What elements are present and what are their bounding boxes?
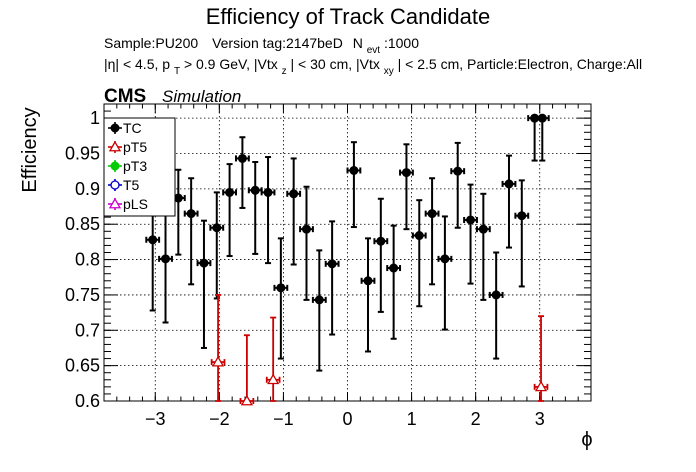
x-tick-label: −1	[273, 409, 294, 429]
TC-point	[427, 209, 437, 219]
subtitle-line-1: Sample:PU200 Version tag:2147beD N evt :…	[104, 35, 419, 56]
TC-point	[263, 187, 273, 197]
x-tick-label: −2	[209, 409, 230, 429]
TC-point	[212, 223, 222, 233]
y-tick-label: 1	[90, 108, 100, 128]
TC-point	[504, 179, 514, 189]
TC-point	[199, 258, 209, 268]
TC-point	[491, 290, 501, 300]
TC-point	[186, 209, 196, 219]
pT5-point	[211, 355, 225, 367]
subtitle-nevt-sub: evt	[367, 45, 381, 56]
TC-point	[389, 263, 399, 273]
y-tick-label: 0.8	[75, 250, 100, 270]
y-tick-label: 0.75	[65, 285, 100, 305]
TC-point	[289, 189, 299, 199]
TC-point	[466, 215, 476, 225]
y-tick-label: 0.9	[75, 179, 100, 199]
TC-point	[376, 236, 386, 246]
gridlines	[104, 104, 591, 402]
TC-point	[440, 254, 450, 264]
simulation-label: Simulation	[162, 87, 241, 106]
cut-particle-charge: | < 2.5 cm, Particle:Electron, Charge:Al…	[398, 56, 642, 72]
legend-entry-TC: TC	[108, 120, 142, 136]
TC-point	[237, 153, 247, 163]
TC-point	[349, 165, 359, 175]
chart-title: Efficiency of Track Candidate	[206, 4, 491, 29]
TC-point	[225, 187, 235, 197]
legend-entry-T5: T5	[108, 177, 140, 193]
legend-label: pLS	[123, 196, 148, 212]
legend-marker	[108, 140, 122, 152]
cut-vtxz-sub: z	[282, 66, 287, 77]
cut-vtxxy-sub: xy	[384, 66, 394, 77]
x-tick-label: 2	[471, 409, 481, 429]
y-axis-label: Efficiency	[19, 107, 41, 192]
TC-point	[453, 166, 463, 176]
legend: TC pT5 pT3 T5 pLS	[103, 117, 176, 217]
TC-point	[276, 283, 286, 293]
y-tick-label: 0.7	[75, 320, 100, 340]
legend-label: pT3	[123, 158, 147, 174]
cut-vtxxy: | < 30 cm, |Vtx	[291, 56, 380, 72]
x-tick-labels: −3 −2 −1 0 1 2 3	[145, 409, 545, 429]
series-pT5	[210, 294, 549, 406]
pT5-point	[267, 373, 280, 385]
legend-entry-pT5: pT5	[108, 139, 147, 155]
legend-label: TC	[123, 120, 142, 136]
subtitle-version: Version tag:2147beD	[212, 35, 343, 51]
x-tick-label: 0	[342, 409, 352, 429]
x-tick-label: 1	[407, 409, 417, 429]
cut-vtxz: > 0.9 GeV, |Vtx	[184, 56, 278, 72]
x-axis-label: ϕ	[581, 429, 592, 451]
subtitle-line-2: |η| < 4.5, p T > 0.9 GeV, |Vtx z | < 30 …	[104, 56, 642, 77]
TC-point	[327, 259, 337, 269]
TC-point	[517, 211, 527, 221]
TC-point	[173, 193, 183, 203]
TC-point	[161, 254, 171, 264]
legend-entry-pT3: pT3	[108, 158, 147, 174]
y-tick-label: 0.95	[65, 144, 100, 164]
pT5-point	[534, 380, 548, 392]
y-tick-label: 0.6	[75, 391, 100, 411]
y-tick-label: 0.85	[65, 214, 100, 234]
legend-label: T5	[123, 177, 140, 193]
x-tick-label: 3	[535, 409, 545, 429]
series-TC	[145, 113, 550, 372]
subtitle-nevt-value: :1000	[384, 35, 419, 51]
TC-point	[401, 168, 411, 178]
TC-point	[314, 295, 324, 305]
TC-point	[363, 276, 373, 286]
legend-marker	[108, 197, 122, 209]
TC-point	[250, 185, 260, 195]
cut-pt-sub: T	[174, 66, 180, 77]
legend-label: pT5	[123, 139, 147, 155]
TC-point	[478, 224, 488, 234]
legend-marker	[110, 123, 120, 133]
TC-point	[537, 113, 547, 123]
subtitle-sample: Sample:PU200	[104, 35, 198, 51]
series-layer	[145, 113, 550, 406]
legend-marker	[110, 161, 120, 171]
y-tick-labels: 0.6 0.65 0.7 0.75 0.8 0.85 0.9 0.95 1	[65, 108, 100, 411]
TC-point	[301, 224, 311, 234]
subtitle-nevt: N	[353, 35, 363, 51]
legend-marker	[110, 180, 120, 190]
legend-entry-pLS: pLS	[108, 196, 148, 212]
cut-eta-pt: |η| < 4.5, p	[104, 56, 170, 72]
TC-point	[148, 235, 158, 245]
TC-point	[414, 231, 424, 241]
x-tick-label: −3	[145, 409, 166, 429]
pT5-point	[240, 394, 254, 406]
cms-label: CMS	[104, 86, 146, 107]
y-tick-label: 0.65	[65, 356, 100, 376]
